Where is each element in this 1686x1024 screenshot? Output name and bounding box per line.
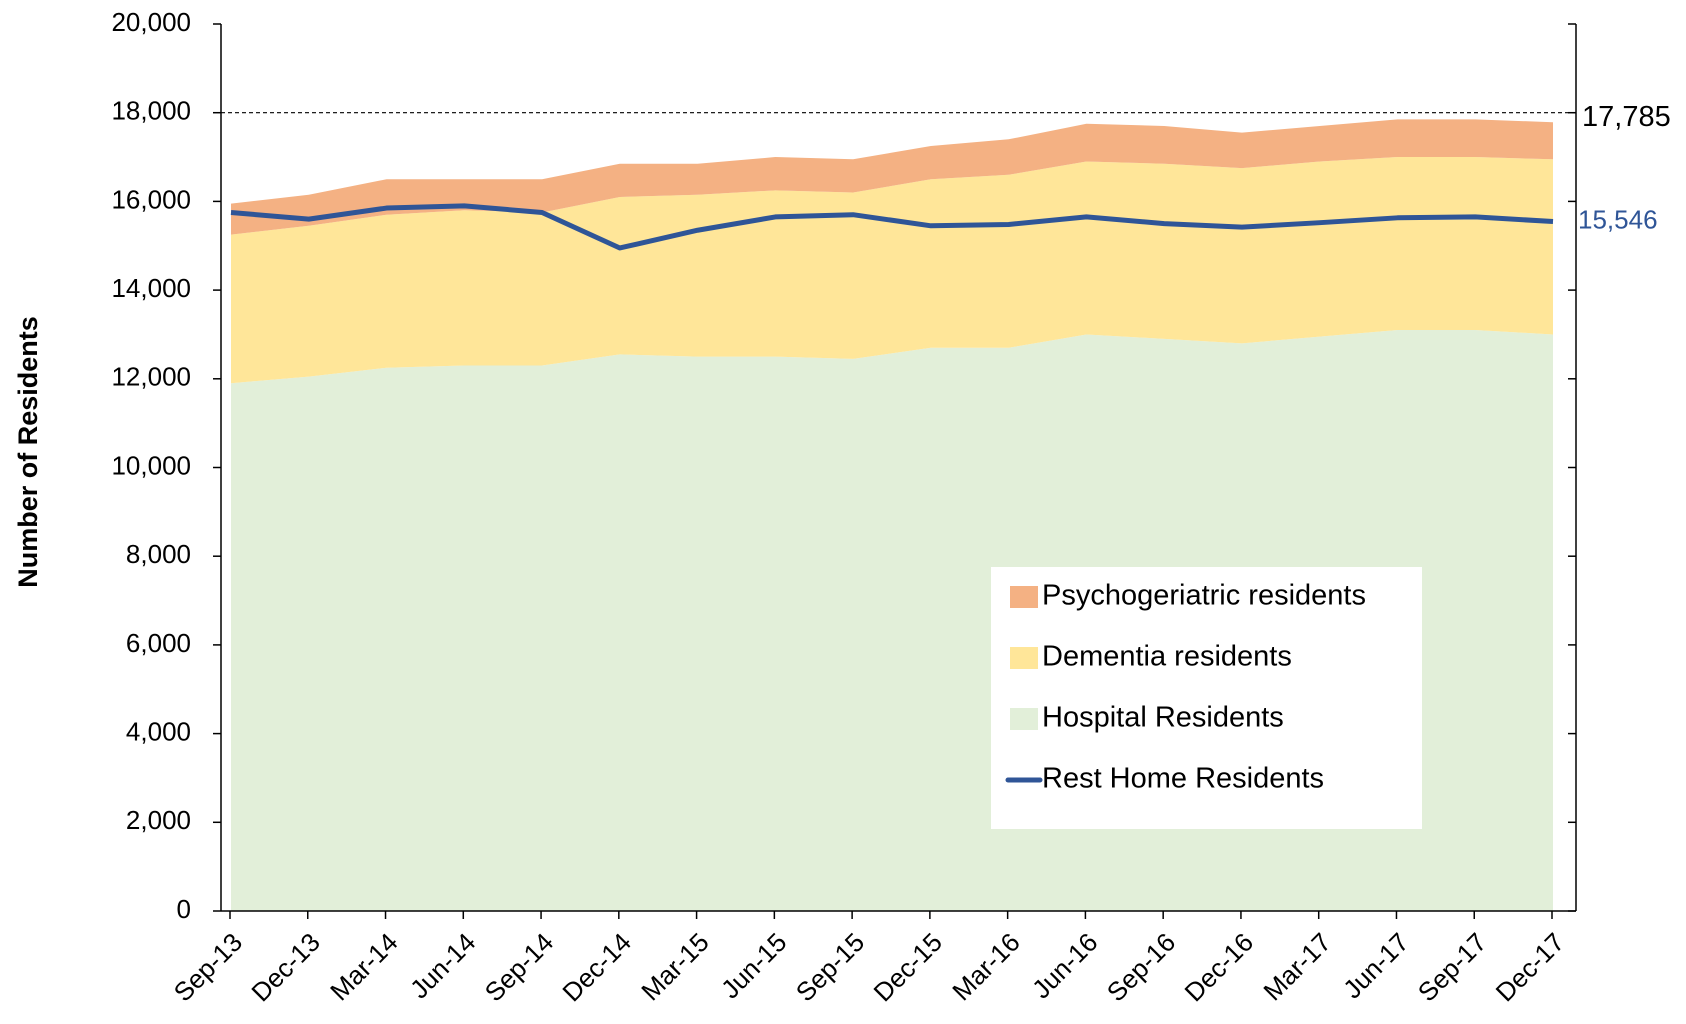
y-tick-label: 8,000	[126, 539, 191, 569]
area	[231, 157, 1553, 384]
x-tick-label: Jun-15	[715, 927, 792, 1004]
y-tick-label: 16,000	[111, 184, 191, 214]
legend-swatch	[1010, 586, 1038, 608]
x-tick-label: Jun-17	[1337, 927, 1414, 1004]
line	[230, 203, 1554, 251]
x-tick-label: Sep-17	[1412, 927, 1492, 1007]
x-tick-label: Jun-16	[1026, 927, 1103, 1004]
x-tick-label: Dec-14	[556, 927, 636, 1007]
y-tick-label: 2,000	[126, 805, 191, 835]
x-tick-label: Mar-14	[324, 927, 403, 1006]
x-tick-label: Jun-14	[404, 927, 481, 1004]
x-tick-label: Mar-17	[1257, 927, 1336, 1006]
legend-swatch	[1010, 708, 1038, 730]
legend-label: Psychogeriatric residents	[1042, 580, 1366, 612]
x-tick-label: Sep-15	[790, 927, 870, 1007]
y-tick-label: 4,000	[126, 716, 191, 746]
x-tick-label: Dec-15	[867, 927, 947, 1007]
y-tick-label: 6,000	[126, 628, 191, 658]
y-tick-label: 14,000	[111, 273, 191, 303]
x-tick-label: Dec-13	[245, 927, 325, 1007]
y-tick-label: 0	[177, 894, 191, 924]
x-tick-label: Sep-16	[1101, 927, 1181, 1007]
legend-swatch	[1010, 647, 1038, 669]
legend-label: Rest Home Residents	[1042, 763, 1324, 795]
x-tick-label: Dec-16	[1179, 927, 1259, 1007]
y-axis-title: Number of Residents	[13, 316, 43, 588]
legend-label: Dementia residents	[1042, 641, 1292, 673]
value-label: 15,546	[1578, 204, 1658, 234]
x-tick-label: Sep-13	[168, 927, 248, 1007]
x-tick-label: Dec-17	[1490, 927, 1570, 1007]
legend-box	[991, 567, 1422, 829]
total-label: 17,785	[1582, 101, 1671, 133]
y-tick-label: 10,000	[111, 450, 191, 480]
x-tick-label: Mar-15	[635, 927, 714, 1006]
y-tick-label: 20,000	[111, 7, 191, 37]
legend-label: Hospital Residents	[1042, 702, 1284, 734]
x-tick-label: Mar-16	[946, 927, 1025, 1006]
area	[231, 119, 1553, 235]
y-tick-label: 18,000	[111, 96, 191, 126]
x-tick-label: Sep-14	[479, 927, 559, 1007]
y-tick-label: 12,000	[111, 362, 191, 392]
